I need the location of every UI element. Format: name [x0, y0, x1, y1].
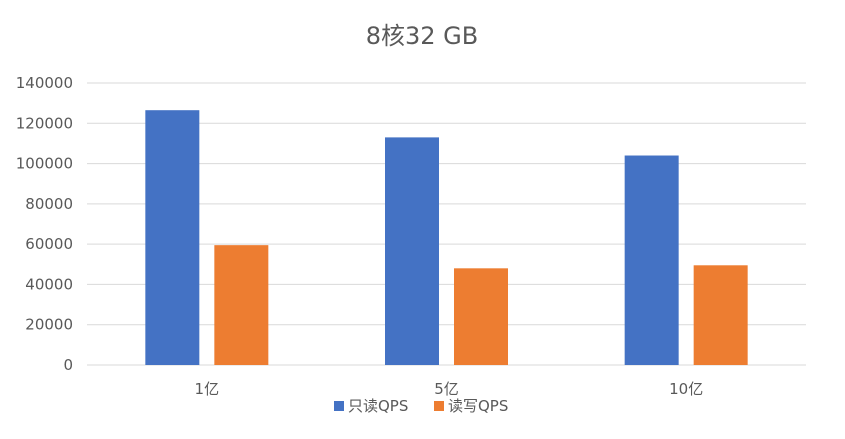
x-axis-tick-labels: 1亿 5亿 10亿	[195, 380, 704, 398]
chart-title: 8核32 GB	[366, 22, 479, 50]
bar-read-only-0	[145, 110, 200, 365]
x-tick-label: 5亿	[434, 380, 459, 398]
y-tick-label: 100000	[16, 155, 73, 173]
legend-label: 读写QPS	[448, 397, 508, 415]
bar-read-write-1	[454, 268, 508, 365]
x-tick-label: 1亿	[195, 380, 220, 398]
y-axis-tick-labels: 0 20000 40000 60000 80000 100000 120000 140000	[16, 74, 73, 374]
y-tick-label: 80000	[25, 195, 73, 213]
gridlines	[87, 82, 806, 366]
y-tick-label: 0	[63, 356, 73, 374]
y-tick-label: 60000	[25, 235, 73, 253]
y-tick-label: 140000	[16, 74, 73, 92]
legend-label: 只读QPS	[348, 397, 408, 415]
y-tick-label: 40000	[25, 275, 73, 293]
bar-read-only-1	[385, 137, 439, 365]
bar-read-write-0	[214, 245, 269, 365]
bar-read-write-2	[693, 265, 748, 365]
bar-read-only-2	[624, 155, 679, 365]
y-tick-label: 20000	[25, 316, 73, 334]
x-tick-label: 10亿	[669, 380, 703, 398]
legend-swatch	[334, 401, 344, 411]
legend-swatch	[434, 401, 444, 411]
bars	[145, 110, 748, 365]
legend: 只读QPS 读写QPS	[334, 397, 508, 415]
y-tick-label: 120000	[16, 114, 73, 132]
